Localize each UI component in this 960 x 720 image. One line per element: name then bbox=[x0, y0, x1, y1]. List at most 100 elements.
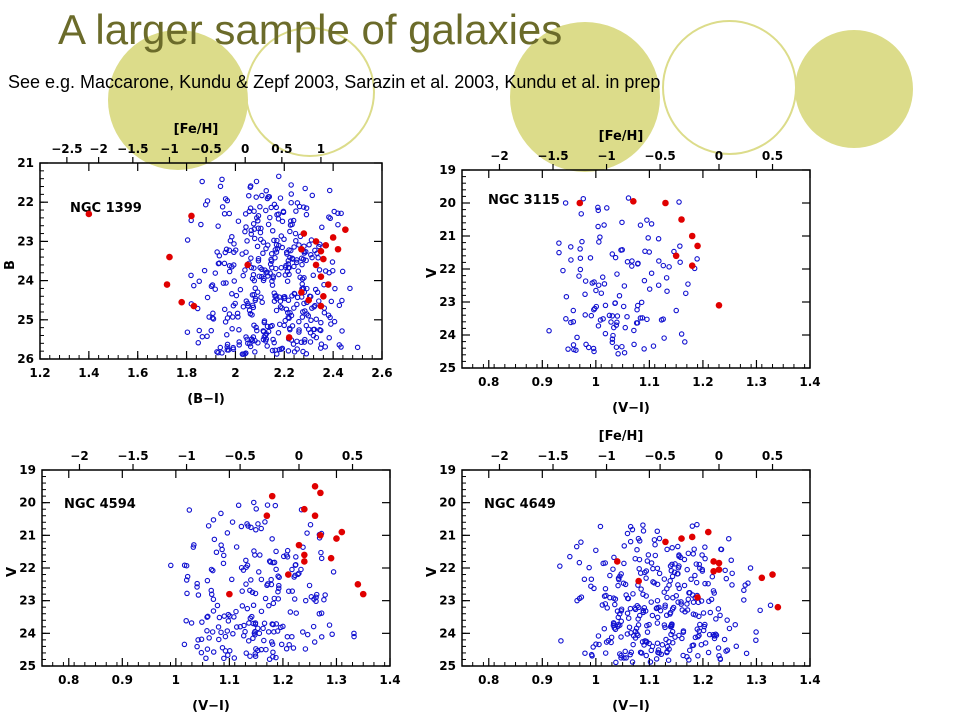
data-point bbox=[277, 195, 284, 201]
data-point bbox=[629, 526, 636, 533]
x-tick-label: 2.2 bbox=[274, 366, 295, 380]
data-point bbox=[307, 339, 314, 345]
data-point bbox=[262, 595, 269, 602]
data-point bbox=[634, 320, 641, 326]
data-point bbox=[271, 298, 278, 304]
data-point bbox=[721, 636, 728, 643]
data-point bbox=[283, 306, 290, 312]
data-point bbox=[595, 323, 602, 329]
data-point bbox=[648, 647, 655, 654]
data-point bbox=[256, 569, 262, 575]
data-point bbox=[257, 264, 263, 271]
data-point bbox=[645, 552, 652, 558]
data-point bbox=[245, 638, 252, 644]
data-point bbox=[285, 258, 292, 264]
data-point bbox=[260, 336, 267, 343]
highlight-point bbox=[662, 199, 669, 207]
data-point bbox=[630, 641, 636, 648]
data-point bbox=[593, 287, 599, 294]
data-point bbox=[757, 607, 763, 614]
data-point bbox=[610, 622, 617, 629]
data-point bbox=[643, 568, 650, 574]
data-point bbox=[268, 581, 275, 588]
highlight-point bbox=[694, 242, 701, 250]
highlight-point bbox=[694, 594, 701, 601]
data-point bbox=[248, 577, 254, 583]
data-point bbox=[273, 654, 279, 661]
data-point bbox=[732, 621, 738, 628]
data-point bbox=[242, 351, 248, 357]
data-point bbox=[208, 591, 215, 598]
data-point bbox=[251, 322, 257, 328]
y-tick-label: 21 bbox=[19, 528, 36, 542]
data-point bbox=[276, 574, 282, 581]
highlight-point bbox=[312, 238, 320, 245]
data-point bbox=[326, 622, 333, 628]
highlight-point bbox=[311, 512, 319, 520]
data-point bbox=[222, 633, 229, 640]
data-point bbox=[210, 316, 217, 322]
data-point bbox=[257, 552, 263, 558]
x-tick-label: 1 bbox=[592, 375, 600, 389]
data-point bbox=[644, 217, 650, 223]
data-point bbox=[694, 626, 701, 632]
data-point bbox=[690, 599, 697, 605]
data-point bbox=[276, 242, 282, 249]
data-point bbox=[208, 587, 214, 594]
data-point bbox=[194, 584, 200, 590]
data-point bbox=[258, 525, 264, 532]
data-point bbox=[220, 560, 227, 567]
data-point bbox=[257, 236, 264, 243]
data-point bbox=[556, 240, 562, 246]
data-point bbox=[270, 621, 276, 628]
data-point bbox=[290, 645, 297, 651]
data-point bbox=[670, 604, 677, 611]
data-point bbox=[335, 210, 341, 217]
data-point bbox=[263, 188, 269, 194]
data-point bbox=[313, 598, 319, 605]
highlight-point bbox=[298, 245, 305, 253]
y-tick-label: 24 bbox=[17, 274, 34, 288]
data-point bbox=[195, 592, 202, 598]
data-point bbox=[291, 305, 297, 311]
data-point bbox=[270, 600, 277, 607]
top-tick-label: −2 bbox=[490, 149, 508, 163]
galaxy-label: NGC 4594 bbox=[64, 497, 136, 512]
slide-title: A larger sample of galaxies bbox=[58, 6, 563, 53]
data-point bbox=[247, 653, 253, 659]
top-tick-label: 0 bbox=[241, 142, 249, 156]
highlight-point bbox=[301, 558, 308, 565]
top-tick-label: −2.5 bbox=[51, 142, 82, 156]
highlight-point bbox=[613, 558, 621, 565]
data-point bbox=[692, 572, 698, 579]
x-tick-label: 0.8 bbox=[58, 673, 79, 687]
data-point bbox=[618, 247, 624, 253]
data-point bbox=[623, 655, 629, 661]
data-point bbox=[595, 633, 602, 639]
data-point bbox=[276, 585, 282, 592]
data-point bbox=[264, 343, 270, 349]
x-tick-label: 0.9 bbox=[532, 673, 553, 687]
data-point bbox=[321, 596, 327, 603]
data-point bbox=[275, 573, 281, 579]
data-point bbox=[261, 620, 268, 627]
data-point bbox=[256, 273, 263, 280]
data-point bbox=[630, 591, 636, 597]
data-point bbox=[230, 346, 237, 352]
data-point bbox=[235, 314, 241, 320]
data-point bbox=[249, 275, 256, 282]
data-point bbox=[305, 312, 312, 319]
data-point bbox=[221, 260, 228, 267]
data-point bbox=[296, 327, 302, 333]
data-point bbox=[595, 223, 601, 230]
y-tick-label: 24 bbox=[19, 626, 36, 640]
data-point bbox=[616, 611, 623, 617]
data-point bbox=[212, 286, 218, 292]
top-tick-label: −1.5 bbox=[537, 149, 568, 163]
decor-circle-3 bbox=[510, 22, 660, 172]
data-point bbox=[221, 211, 228, 217]
x-tick-label: 1.3 bbox=[326, 673, 347, 687]
data-point bbox=[295, 571, 301, 578]
data-point bbox=[624, 610, 631, 616]
y-tick-label: 24 bbox=[439, 626, 456, 640]
